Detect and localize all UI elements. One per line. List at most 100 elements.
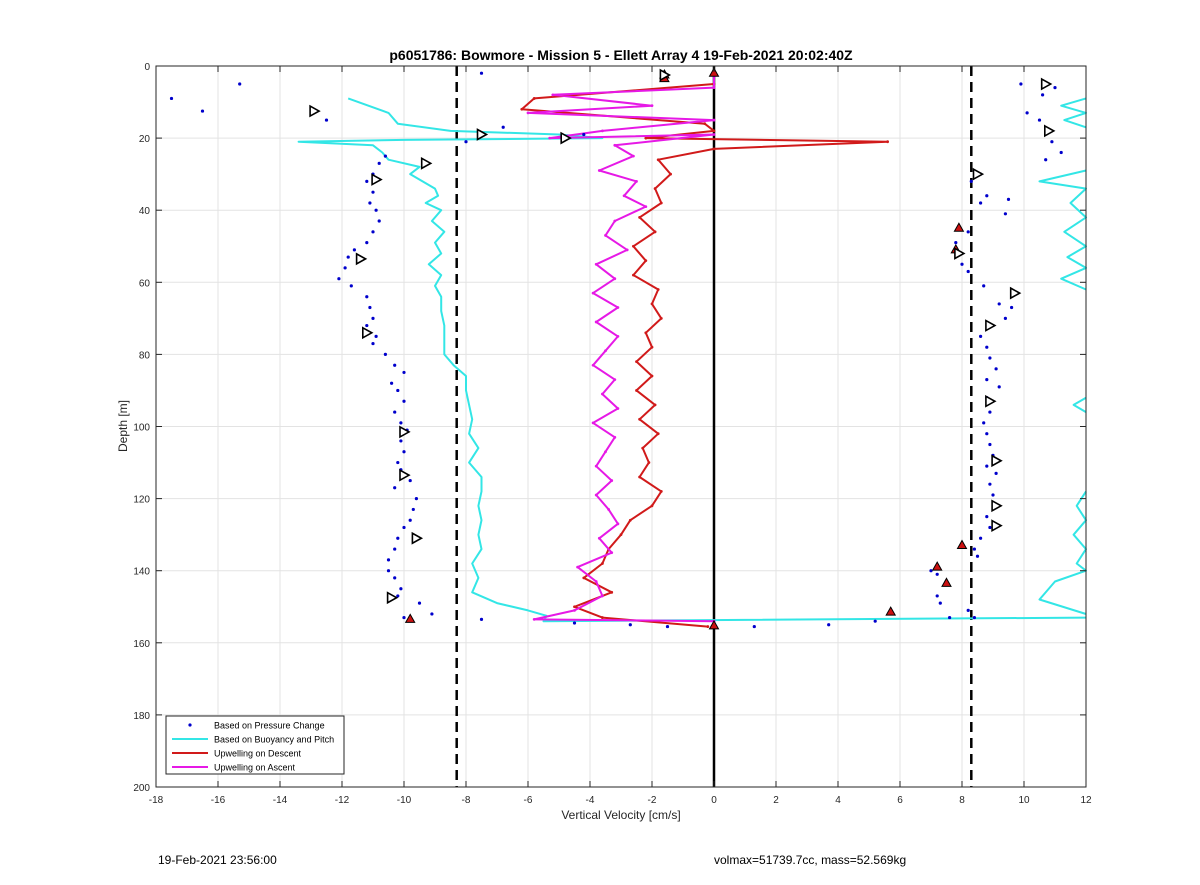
pressure-change-point [169, 96, 174, 101]
pressure-change-point [365, 179, 369, 183]
data-series [169, 71, 1087, 629]
pressure-change-point [402, 450, 406, 454]
ascent-upwelling-line-point [616, 407, 620, 410]
ascent-upwelling-line-point [613, 143, 617, 147]
pressure-change-point [994, 471, 998, 475]
pressure-change-point [1019, 82, 1023, 86]
pressure-change-point [402, 525, 406, 530]
pressure-change-point [365, 295, 369, 299]
ascent-marker [1040, 77, 1053, 91]
x-tick-label: -6 [524, 795, 533, 806]
pressure-change-point [969, 179, 973, 183]
pressure-change-point [393, 576, 397, 580]
ascent-marker [985, 319, 997, 332]
descent-upwelling-line-point [638, 216, 641, 219]
descent-marker [708, 619, 720, 630]
pressure-change-point [1050, 140, 1054, 144]
descent-marker [956, 539, 968, 549]
pressure-change-point [411, 507, 415, 512]
pressure-change-point [988, 442, 992, 447]
descent-upwelling-line-point [582, 576, 586, 580]
descent-upwelling-line-point [712, 129, 716, 133]
ascent-upwelling-line-point [532, 617, 536, 621]
pressure-change-point [997, 385, 1001, 389]
descent-upwelling-line-point [650, 504, 654, 508]
pressure-change-point [501, 125, 505, 129]
x-tick-label: -12 [335, 795, 350, 806]
pressure-change-point [408, 478, 412, 483]
pressure-change-point [979, 334, 983, 338]
pressure-change-point [966, 608, 970, 612]
x-tick-label: -4 [586, 795, 595, 806]
pressure-change-point [386, 569, 391, 573]
buoyancy-pitch-line [1038, 490, 1087, 615]
pressure-change-point [873, 619, 877, 623]
ascent-marker [991, 499, 1003, 513]
y-tick-label: 160 [133, 639, 150, 650]
x-tick-label: 6 [897, 795, 903, 806]
pressure-change-point [985, 345, 989, 349]
ascent-upwelling-line-point [712, 133, 716, 136]
pressure-change-point [393, 363, 397, 367]
pressure-change-point [1006, 197, 1011, 201]
legend-label: Upwelling on Descent [214, 749, 302, 759]
pressure-change-point [393, 547, 397, 551]
ascent-upwelling-line-point [712, 86, 716, 90]
y-tick-label: 140 [133, 567, 150, 578]
pressure-change-point [393, 486, 397, 490]
pressure-change-point [985, 464, 989, 468]
ascent-upwelling-line-point [604, 234, 607, 237]
ascent-upwelling-line-point [601, 594, 604, 598]
descent-upwelling-line-point [632, 273, 635, 277]
pressure-change-point [752, 624, 756, 629]
pressure-change-point [368, 201, 372, 205]
pressure-change-point [975, 554, 980, 558]
descent-upwelling-line-point [644, 259, 648, 263]
descent-upwelling-line-point [647, 461, 651, 464]
x-tick-label: 10 [1018, 795, 1030, 806]
descent-upwelling-line-point [632, 244, 635, 248]
pressure-change-point [417, 601, 422, 605]
pressure-change-point [994, 367, 998, 371]
ascent-upwelling-line-point [573, 608, 576, 612]
pressure-change-point [997, 302, 1001, 306]
ascent-upwelling-line-point [650, 104, 654, 108]
pressure-change-point [396, 460, 400, 465]
descent-upwelling-line-point [653, 230, 657, 234]
pressure-change-point [935, 594, 939, 598]
y-tick-label: 60 [139, 278, 151, 289]
descent-upwelling-line-point [886, 140, 889, 144]
descent-upwelling-line-point [610, 590, 614, 594]
pressure-change-point [399, 421, 403, 425]
pressure-change-point [337, 277, 341, 281]
descent-upwelling-line-point [601, 616, 604, 619]
footer-info: volmax=51739.7cc, mass=52.569kg [714, 853, 907, 867]
ascent-marker [309, 104, 321, 118]
pressure-change-point [200, 109, 205, 113]
x-tick-label: 0 [711, 795, 717, 806]
ascent-upwelling-line-point [591, 421, 595, 425]
descent-upwelling-line-point [638, 475, 641, 479]
ascent-marker [1009, 286, 1022, 300]
descent-upwelling-line-point [635, 389, 638, 392]
x-tick-label: -8 [462, 795, 471, 806]
x-tick-label: 2 [773, 795, 779, 806]
pressure-change-point [929, 569, 933, 573]
pressure-change-point [966, 269, 970, 274]
pressure-change-point [972, 615, 977, 620]
y-tick-label: 20 [139, 134, 151, 145]
pressure-change-point [1053, 86, 1057, 90]
y-tick-label: 40 [139, 206, 151, 217]
ascent-marker [972, 167, 985, 181]
ascent-marker [991, 454, 1003, 468]
ascent-upwelling-line-point [597, 536, 601, 540]
pressure-change-point [985, 432, 989, 436]
pressure-change-point [1059, 150, 1063, 155]
ascent-marker [355, 252, 368, 266]
x-tick-label: -18 [149, 795, 164, 806]
pressure-change-point [402, 399, 406, 403]
legend-label: Based on Buoyancy and Pitch [214, 735, 334, 745]
descent-upwelling-line-point [638, 417, 641, 421]
pressure-change-point [396, 536, 400, 540]
x-tick-label: -14 [273, 795, 288, 806]
